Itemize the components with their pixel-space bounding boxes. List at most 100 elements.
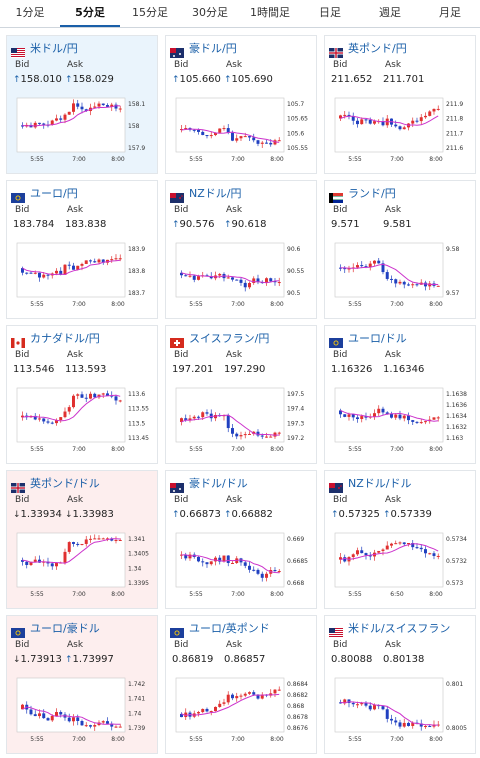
currency-card[interactable]: カナダドル/円 Bid Ask 113.546 113.593 113.6 113.55 11… [6, 325, 158, 464]
tab-timeframe[interactable]: 週足 [379, 6, 401, 19]
currency-pair-link[interactable]: 豪ドル/ドル [189, 477, 248, 490]
mini-candle-chart[interactable]: 0.8684 0.8682 0.868 0.8678 0.8676 5:55 7:00 8:0… [174, 676, 314, 748]
currency-card[interactable]: 豪ドル/ドル Bid Ask ↑0.66873 ↑0.66882 0.669 0.6685 0… [165, 470, 317, 609]
currency-pair-link[interactable]: ランド/円 [348, 187, 396, 200]
tab-timeframe[interactable]: 1分足 [15, 6, 45, 19]
currency-pair-link[interactable]: ユーロ/円 [30, 187, 78, 200]
currency-pair-link[interactable]: ユーロ/ドル [348, 332, 407, 345]
ask-value: 211.701 [383, 74, 424, 85]
candle-body [84, 109, 88, 112]
currency-card[interactable]: ユーロ/円 Bid Ask 183.784 183.838 183.9 183.8 183.7… [6, 180, 158, 319]
currency-card[interactable]: 豪ドル/円 Bid Ask ↑105.660 ↑105.690 105.7 105.65 10… [165, 35, 317, 174]
x-tick-label: 7:00 [72, 736, 86, 743]
y-tick-label: 105.55 [287, 145, 308, 152]
candle-body [360, 265, 364, 267]
tab-timeframe[interactable]: 15分足 [132, 6, 168, 19]
currency-pair-link[interactable]: 英ポンド/ドル [30, 477, 100, 490]
candle-body [226, 415, 230, 429]
candle-body [101, 538, 105, 540]
currency-pair-link[interactable]: カナダドル/円 [30, 332, 100, 345]
tab-timeframe[interactable]: 5分足 [60, 0, 120, 27]
bid-label: Bid [333, 60, 348, 70]
ask-label: Ask [67, 640, 84, 650]
candle-body [218, 703, 222, 707]
mini-candle-chart[interactable]: 9.58 9.57 5:55 7:00 8:00 [333, 241, 473, 313]
ask-label: Ask [385, 495, 402, 505]
candle-body [239, 279, 243, 283]
flag-icon [170, 623, 184, 638]
currency-pair-link[interactable]: NZドル/ドル [348, 477, 412, 490]
currency-card[interactable]: NZドル/ドル Bid Ask ↑0.57325 ↑0.57339 0.5734 0.573… [324, 470, 476, 609]
y-tick-label: 90.5 [287, 290, 301, 297]
currency-card[interactable]: ユーロ/英ポンド Bid Ask 0.86819 0.86857 0.8684 0.8682… [165, 615, 317, 754]
mini-candle-chart[interactable]: 1.341 1.3405 1.34 1.3395 5:55 7:00 8:00 [15, 531, 155, 603]
currency-pair-link[interactable]: 豪ドル/円 [189, 42, 237, 55]
candle-body [415, 120, 419, 122]
candle-body [231, 694, 234, 699]
mini-candle-chart[interactable]: 183.9 183.8 183.7 5:55 7:00 8:00 [15, 241, 155, 313]
currency-card[interactable]: 米ドル/スイスフラン Bid Ask 0.80088 0.80138 0.801 0.800… [324, 615, 476, 754]
currency-pair-link[interactable]: NZドル/円 [189, 187, 242, 200]
currency-card[interactable]: ユーロ/ドル Bid Ask 1.16326 1.16346 1.1638 1.1636 1.… [324, 325, 476, 464]
bid-label: Bid [174, 205, 189, 215]
tab-timeframe[interactable]: 1時間足 [250, 6, 290, 19]
y-tick-label: 1.163 [446, 435, 463, 442]
currency-pair-link[interactable]: ユーロ/英ポンド [189, 622, 270, 635]
tab-timeframe[interactable]: 月足 [439, 6, 461, 19]
currency-pair-link[interactable]: ユーロ/豪ドル [30, 622, 100, 635]
currency-card[interactable]: 英ポンド/ドル Bid Ask ↓1.33934 ↓1.33983 1.341 1.3405… [6, 470, 158, 609]
currency-card[interactable]: 米ドル/円 Bid Ask ↑158.010 ↑158.029 158.1 158 157.9… [6, 35, 158, 174]
currency-card[interactable]: ユーロ/豪ドル Bid Ask ↓1.73913 ↑1.73997 1.742 1.741 1… [6, 615, 158, 754]
mini-candle-chart[interactable]: 1.1638 1.1636 1.1634 1.1632 1.163 5:55 7:00 8:0… [333, 386, 473, 458]
candle-body [398, 542, 402, 544]
y-tick-label: 0.5734 [446, 536, 467, 543]
candle-body [265, 573, 268, 578]
mini-candle-chart[interactable]: 113.6 113.55 113.5 113.45 5:55 7:00 8:00 [15, 386, 155, 458]
candle-body [201, 708, 205, 713]
currency-pair-link[interactable]: 米ドル/円 [30, 42, 78, 55]
mini-candle-chart[interactable]: 0.669 0.6685 0.668 5:55 7:00 8:00 [174, 531, 314, 603]
candle-body [347, 114, 351, 117]
x-tick-label: 5:55 [30, 591, 44, 598]
mini-candle-chart[interactable]: 0.5734 0.5732 0.573 5:55 6:50 8:00 [333, 531, 473, 603]
candle-body [390, 413, 393, 418]
currency-card[interactable]: スイスフラン/円 Bid Ask 197.201 197.290 197.5 197.4 19… [165, 325, 317, 464]
mini-candle-chart[interactable]: 0.801 0.8005 5:55 7:00 8:00 [333, 676, 473, 748]
candle-body [424, 726, 427, 728]
candle-body [205, 708, 209, 712]
candle-body [97, 103, 101, 107]
currency-pair-link[interactable]: スイスフラン/円 [189, 332, 270, 345]
candle-body [110, 538, 114, 541]
mini-candle-chart[interactable]: 197.5 197.4 197.3 197.2 5:55 7:00 8:00 [174, 386, 314, 458]
tab-timeframe[interactable]: 日足 [319, 6, 341, 19]
mini-candle-chart[interactable]: 90.6 90.55 90.5 5:55 7:00 8:00 [174, 241, 314, 313]
mini-candle-chart[interactable]: 1.742 1.741 1.74 1.739 5:55 7:00 8:00 [15, 676, 155, 748]
candle-body [360, 550, 364, 554]
candle-body [415, 547, 419, 549]
currency-card[interactable]: 英ポンド/円 Bid Ask 211.652 211.701 211.9 211.8 211.… [324, 35, 476, 174]
currency-pair-link[interactable]: 英ポンド/円 [348, 42, 407, 55]
candle-body [76, 265, 80, 270]
mini-candle-chart[interactable]: 105.7 105.65 105.6 105.55 5:55 7:00 8:00 [174, 96, 314, 168]
bid-value: 183.784 [13, 219, 54, 230]
x-tick-label: 8:00 [429, 736, 443, 743]
candle-body [89, 260, 92, 262]
moving-average-line [22, 105, 121, 127]
candle-body [385, 545, 389, 550]
mini-candle-chart[interactable]: 158.1 158 157.9 5:55 7:00 8:00 [15, 96, 155, 168]
bid-value: ↓1.33934 [13, 509, 62, 520]
currency-card[interactable]: NZドル/円 Bid Ask ↑90.576 ↑90.618 90.6 90.55 90.5 5… [165, 180, 317, 319]
mini-candle-chart[interactable]: 211.9 211.8 211.7 211.6 5:55 7:00 8:00 [333, 96, 473, 168]
currency-card[interactable]: ランド/円 Bid Ask 9.571 9.581 9.58 9.57 5:55 7:00 8:0… [324, 180, 476, 319]
candle-body [80, 263, 84, 266]
moving-average-line [340, 409, 439, 422]
flag-icon [329, 333, 343, 348]
x-tick-label: 5:55 [348, 301, 362, 308]
candle-body [436, 417, 440, 419]
moving-average-line [181, 693, 280, 717]
candle-body [106, 393, 109, 396]
currency-pair-link[interactable]: 米ドル/スイスフラン [348, 622, 451, 635]
candle-body [110, 104, 114, 107]
tab-timeframe[interactable]: 30分足 [192, 6, 228, 19]
ask-label: Ask [226, 205, 243, 215]
